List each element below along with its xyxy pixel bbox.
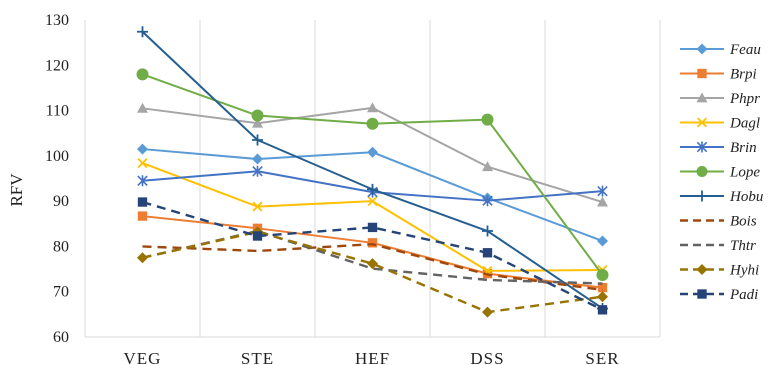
legend-item: Hobu [680,189,763,205]
data-point [697,68,707,79]
data-point [367,238,378,248]
legend-label: Hobu [729,189,763,205]
legend-item: Phpr [680,91,760,107]
legend-label: Brin [730,140,757,156]
data-point [597,282,608,293]
data-point [597,235,608,247]
data-point [482,161,493,172]
x-tick-label: HEF [355,349,390,365]
data-point [137,158,148,169]
legend-item: Thtr [680,238,756,254]
data-point [696,43,708,55]
legend-label: Phpr [729,91,760,107]
data-point [696,264,708,275]
data-point [482,225,493,237]
y-tick-label: 70 [53,284,69,301]
data-point [252,134,263,146]
legend-label: Lope [729,165,760,181]
series-line [142,200,604,311]
legend-item: Brpi [680,67,757,83]
data-point [252,153,263,165]
legend-item: Hyhi [680,263,759,279]
series-line [142,242,603,292]
data-point [597,305,608,315]
y-tick-label: 100 [45,148,69,165]
series-line [142,230,603,314]
series-phpr [137,102,608,207]
data-point [136,68,149,81]
data-point [696,92,708,103]
legend-label: Feau [729,42,761,58]
legend-label: Padi [729,287,758,303]
x-tick-label: SER [585,349,619,365]
data-point [252,117,263,128]
x-tick-label: STE [241,349,274,365]
data-point [137,175,148,187]
y-tick-label: 130 [45,12,69,29]
x-tick-label: DSS [470,349,504,365]
legend-label: Brpi [730,67,757,83]
data-point [252,201,263,212]
series-line [142,162,603,272]
data-point [481,113,494,126]
legend-label: Hyhi [729,263,759,279]
data-point [252,165,263,177]
data-point [482,195,493,207]
series-padi [137,197,608,315]
data-point [697,289,707,299]
data-point [251,109,264,122]
series-feau [137,143,608,247]
data-point [597,185,608,197]
data-point [696,166,708,177]
data-point [137,197,148,207]
data-point [596,268,609,281]
y-tick-label: 120 [45,57,69,74]
data-point [597,196,608,207]
legend-item: Dagl [680,116,760,132]
legend-item: Bois [680,214,757,230]
data-point [366,117,379,130]
legend-label: Bois [730,214,757,230]
data-point [367,102,378,113]
y-tick-label: 90 [53,193,69,210]
data-point [482,306,493,318]
data-point [367,146,378,158]
data-point [367,258,378,270]
data-point [367,222,378,233]
series-bois [142,242,603,292]
legend-item: Feau [680,42,761,58]
y-tick-label: 80 [53,238,69,255]
grid-lines [84,20,661,337]
data-point [137,26,148,38]
legend-item: Padi [680,287,758,303]
y-tick-label: 110 [46,103,69,120]
data-point [367,183,378,195]
data-series [136,26,609,318]
y-axis-title: RFV [7,173,26,207]
series-lope [136,68,609,281]
data-point [137,102,148,113]
y-tick-label: 60 [53,329,69,346]
x-tick-label: VEG [124,349,162,365]
data-point [137,211,148,221]
legend: Feau Brpi Phpr Dagl Brin Lope Hobu Bois Thtr Hyhi… [680,42,763,303]
data-point [137,143,148,155]
data-point [696,117,708,128]
data-point [137,252,148,264]
data-point [696,141,708,153]
axes: 60 70 80 90 100 110 120 130 VEG STE HEF DSS SER [45,12,660,365]
legend-label: Thtr [730,238,756,254]
data-point [696,190,708,202]
legend-label: Dagl [729,116,760,132]
data-point [482,248,493,258]
legend-item: Brin [680,140,757,156]
data-point [367,196,378,207]
data-point [597,291,608,303]
data-point [252,231,263,241]
legend-item: Lope [680,165,760,181]
